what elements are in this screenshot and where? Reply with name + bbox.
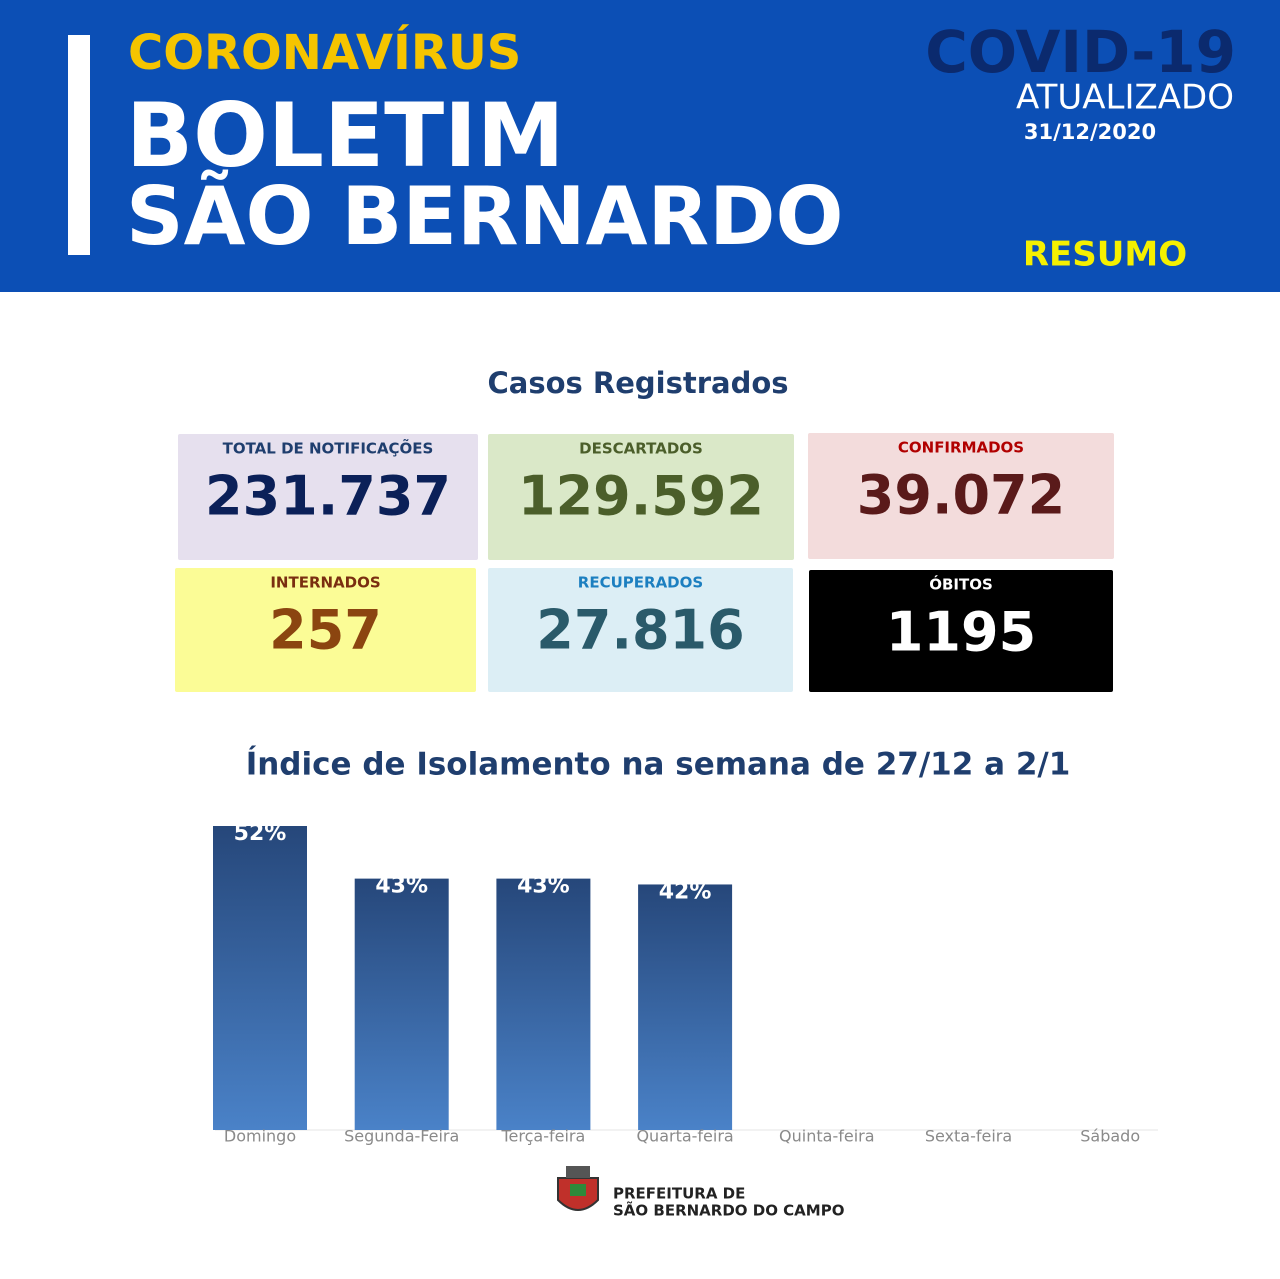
x-tick-label: Sexta-feira (925, 1127, 1012, 1146)
chart-title: Índice de Isolamento na semana de 27/12 … (246, 747, 1071, 783)
card-value: 27.816 (536, 599, 744, 662)
card (488, 434, 794, 560)
value-label: 42% (659, 879, 712, 904)
cards: TOTAL DE NOTIFICAÇÕES 231.737 DESCARTADOS 1… (175, 433, 1114, 692)
logo (557, 1166, 599, 1211)
card-label: DESCARTADOS (579, 440, 703, 458)
bar (496, 878, 591, 1130)
bars: 52% Domingo 43% Segunda-Feira 43% Terça-feira… (213, 821, 1140, 1146)
title-line2: SÃO BERNARDO (126, 169, 844, 263)
card-value: 257 (269, 599, 382, 662)
badge: COVID-19 (925, 18, 1236, 86)
card-label: CONFIRMADOS (898, 439, 1024, 457)
x-tick-label: Domingo (224, 1127, 296, 1146)
kicker: CORONAVÍRUS (128, 24, 521, 81)
x-tick-label: Segunda-Feira (344, 1127, 459, 1146)
section: RESUMO (1023, 235, 1187, 275)
card-value: 1195 (886, 601, 1036, 664)
card (488, 568, 793, 692)
card (178, 434, 478, 560)
value-label: 52% (234, 821, 287, 846)
card (808, 433, 1114, 559)
card-value: 129.592 (518, 465, 764, 528)
header-bar (68, 35, 90, 255)
bar (213, 826, 307, 1130)
card-value: 231.737 (205, 465, 451, 528)
card-label: INTERNADOS (270, 574, 380, 592)
card-label: ÓBITOS (929, 575, 993, 594)
header-band (0, 0, 1280, 292)
x-tick-label: Quinta-feira (779, 1127, 874, 1146)
x-tick-label: Terça-feira (500, 1127, 585, 1146)
cases-title: Casos Registrados (487, 366, 788, 400)
card (175, 568, 476, 692)
x-tick-label: Quarta-feira (636, 1127, 733, 1146)
card-label: TOTAL DE NOTIFICAÇÕES (223, 439, 434, 458)
bar (638, 884, 733, 1130)
card-value: 39.072 (857, 464, 1065, 527)
footer-line1: PREFEITURA DE (613, 1185, 745, 1203)
card-label: RECUPERADOS (578, 574, 703, 592)
date: 31/12/2020 (1024, 120, 1156, 144)
card (809, 570, 1113, 692)
title-line1: BOLETIM (126, 84, 564, 187)
value-label: 43% (517, 874, 570, 899)
footer-line2: SÃO BERNARDO DO CAMPO (613, 1201, 844, 1220)
badge-sub: ATUALIZADO (1016, 78, 1234, 118)
bar (354, 878, 449, 1130)
x-tick-label: Sábado (1080, 1127, 1140, 1146)
value-label: 43% (375, 874, 428, 899)
